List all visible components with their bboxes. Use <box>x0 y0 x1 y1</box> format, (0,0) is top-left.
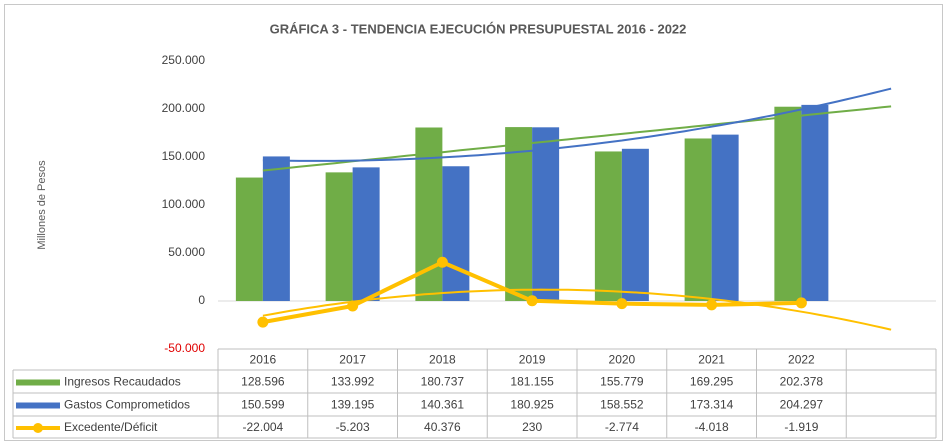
table-value: 140.361 <box>421 398 465 412</box>
x-tick-label: 2019 <box>519 353 546 367</box>
y-tick-label: 200.000 <box>162 101 206 115</box>
x-tick-label: 2022 <box>788 353 815 367</box>
x-tick-label: 2018 <box>429 353 456 367</box>
bar <box>711 134 739 301</box>
bar <box>801 104 829 301</box>
table-value: 173.314 <box>690 398 734 412</box>
trendline <box>262 87 892 162</box>
table-value: 202.378 <box>780 375 824 389</box>
y-tick-label: 150.000 <box>162 149 206 163</box>
legend-label: Excedente/Déficit <box>64 420 158 434</box>
table-value: -4.018 <box>695 420 729 434</box>
table-value: -1.919 <box>784 420 818 434</box>
table-value: 128.596 <box>241 375 285 389</box>
y-tick-label: -50.000 <box>164 341 205 355</box>
bar <box>532 127 560 301</box>
table-value: 204.297 <box>780 398 824 412</box>
line-marker <box>795 297 807 309</box>
x-tick-label: 2017 <box>339 353 366 367</box>
bar <box>235 177 263 301</box>
x-tick-label: 2020 <box>609 353 636 367</box>
bar <box>262 156 290 301</box>
legend-label: Ingresos Recaudados <box>64 375 181 389</box>
x-tick-label: 2021 <box>698 353 725 367</box>
y-tick-label: 50.000 <box>168 245 205 259</box>
y-tick-label: 250.000 <box>162 53 206 67</box>
line-marker <box>347 300 359 312</box>
bar <box>325 172 353 301</box>
legend-swatch <box>16 379 60 386</box>
table-value: 155.779 <box>600 375 644 389</box>
table-value: 40.376 <box>424 420 461 434</box>
bar <box>352 167 380 301</box>
y-tick-label: 100.000 <box>162 197 206 211</box>
line-marker <box>526 295 538 307</box>
table-value: 230 <box>522 420 542 434</box>
legend-swatch <box>16 402 60 409</box>
line-marker <box>436 256 448 268</box>
line-marker <box>257 316 269 328</box>
table-value: -22.004 <box>243 420 284 434</box>
table-value: 133.992 <box>331 375 375 389</box>
bar <box>774 106 802 301</box>
bar <box>505 127 533 301</box>
table-value: 139.195 <box>331 398 375 412</box>
table-value: 169.295 <box>690 375 734 389</box>
table-value: 180.925 <box>510 398 554 412</box>
bar <box>621 148 649 301</box>
table-value: -2.774 <box>605 420 639 434</box>
line-marker <box>706 299 718 311</box>
table-value: -5.203 <box>336 420 370 434</box>
y-axis-title: Millones de Pesos <box>36 160 48 250</box>
table-value: 181.155 <box>510 375 554 389</box>
bar <box>594 151 622 301</box>
bar <box>684 138 712 301</box>
legend-label: Gastos Comprometidos <box>64 398 190 412</box>
line-marker <box>616 298 628 310</box>
chart-title: GRÁFICA 3 - TENDENCIA EJECUCIÓN PRESUPUE… <box>270 21 687 36</box>
x-tick-label: 2016 <box>250 353 277 367</box>
y-tick-label: 0 <box>198 293 205 307</box>
table-value: 158.552 <box>600 398 644 412</box>
table-value: 150.599 <box>241 398 285 412</box>
legend-swatch <box>33 423 43 433</box>
bar <box>442 166 470 301</box>
table-value: 180.737 <box>421 375 465 389</box>
